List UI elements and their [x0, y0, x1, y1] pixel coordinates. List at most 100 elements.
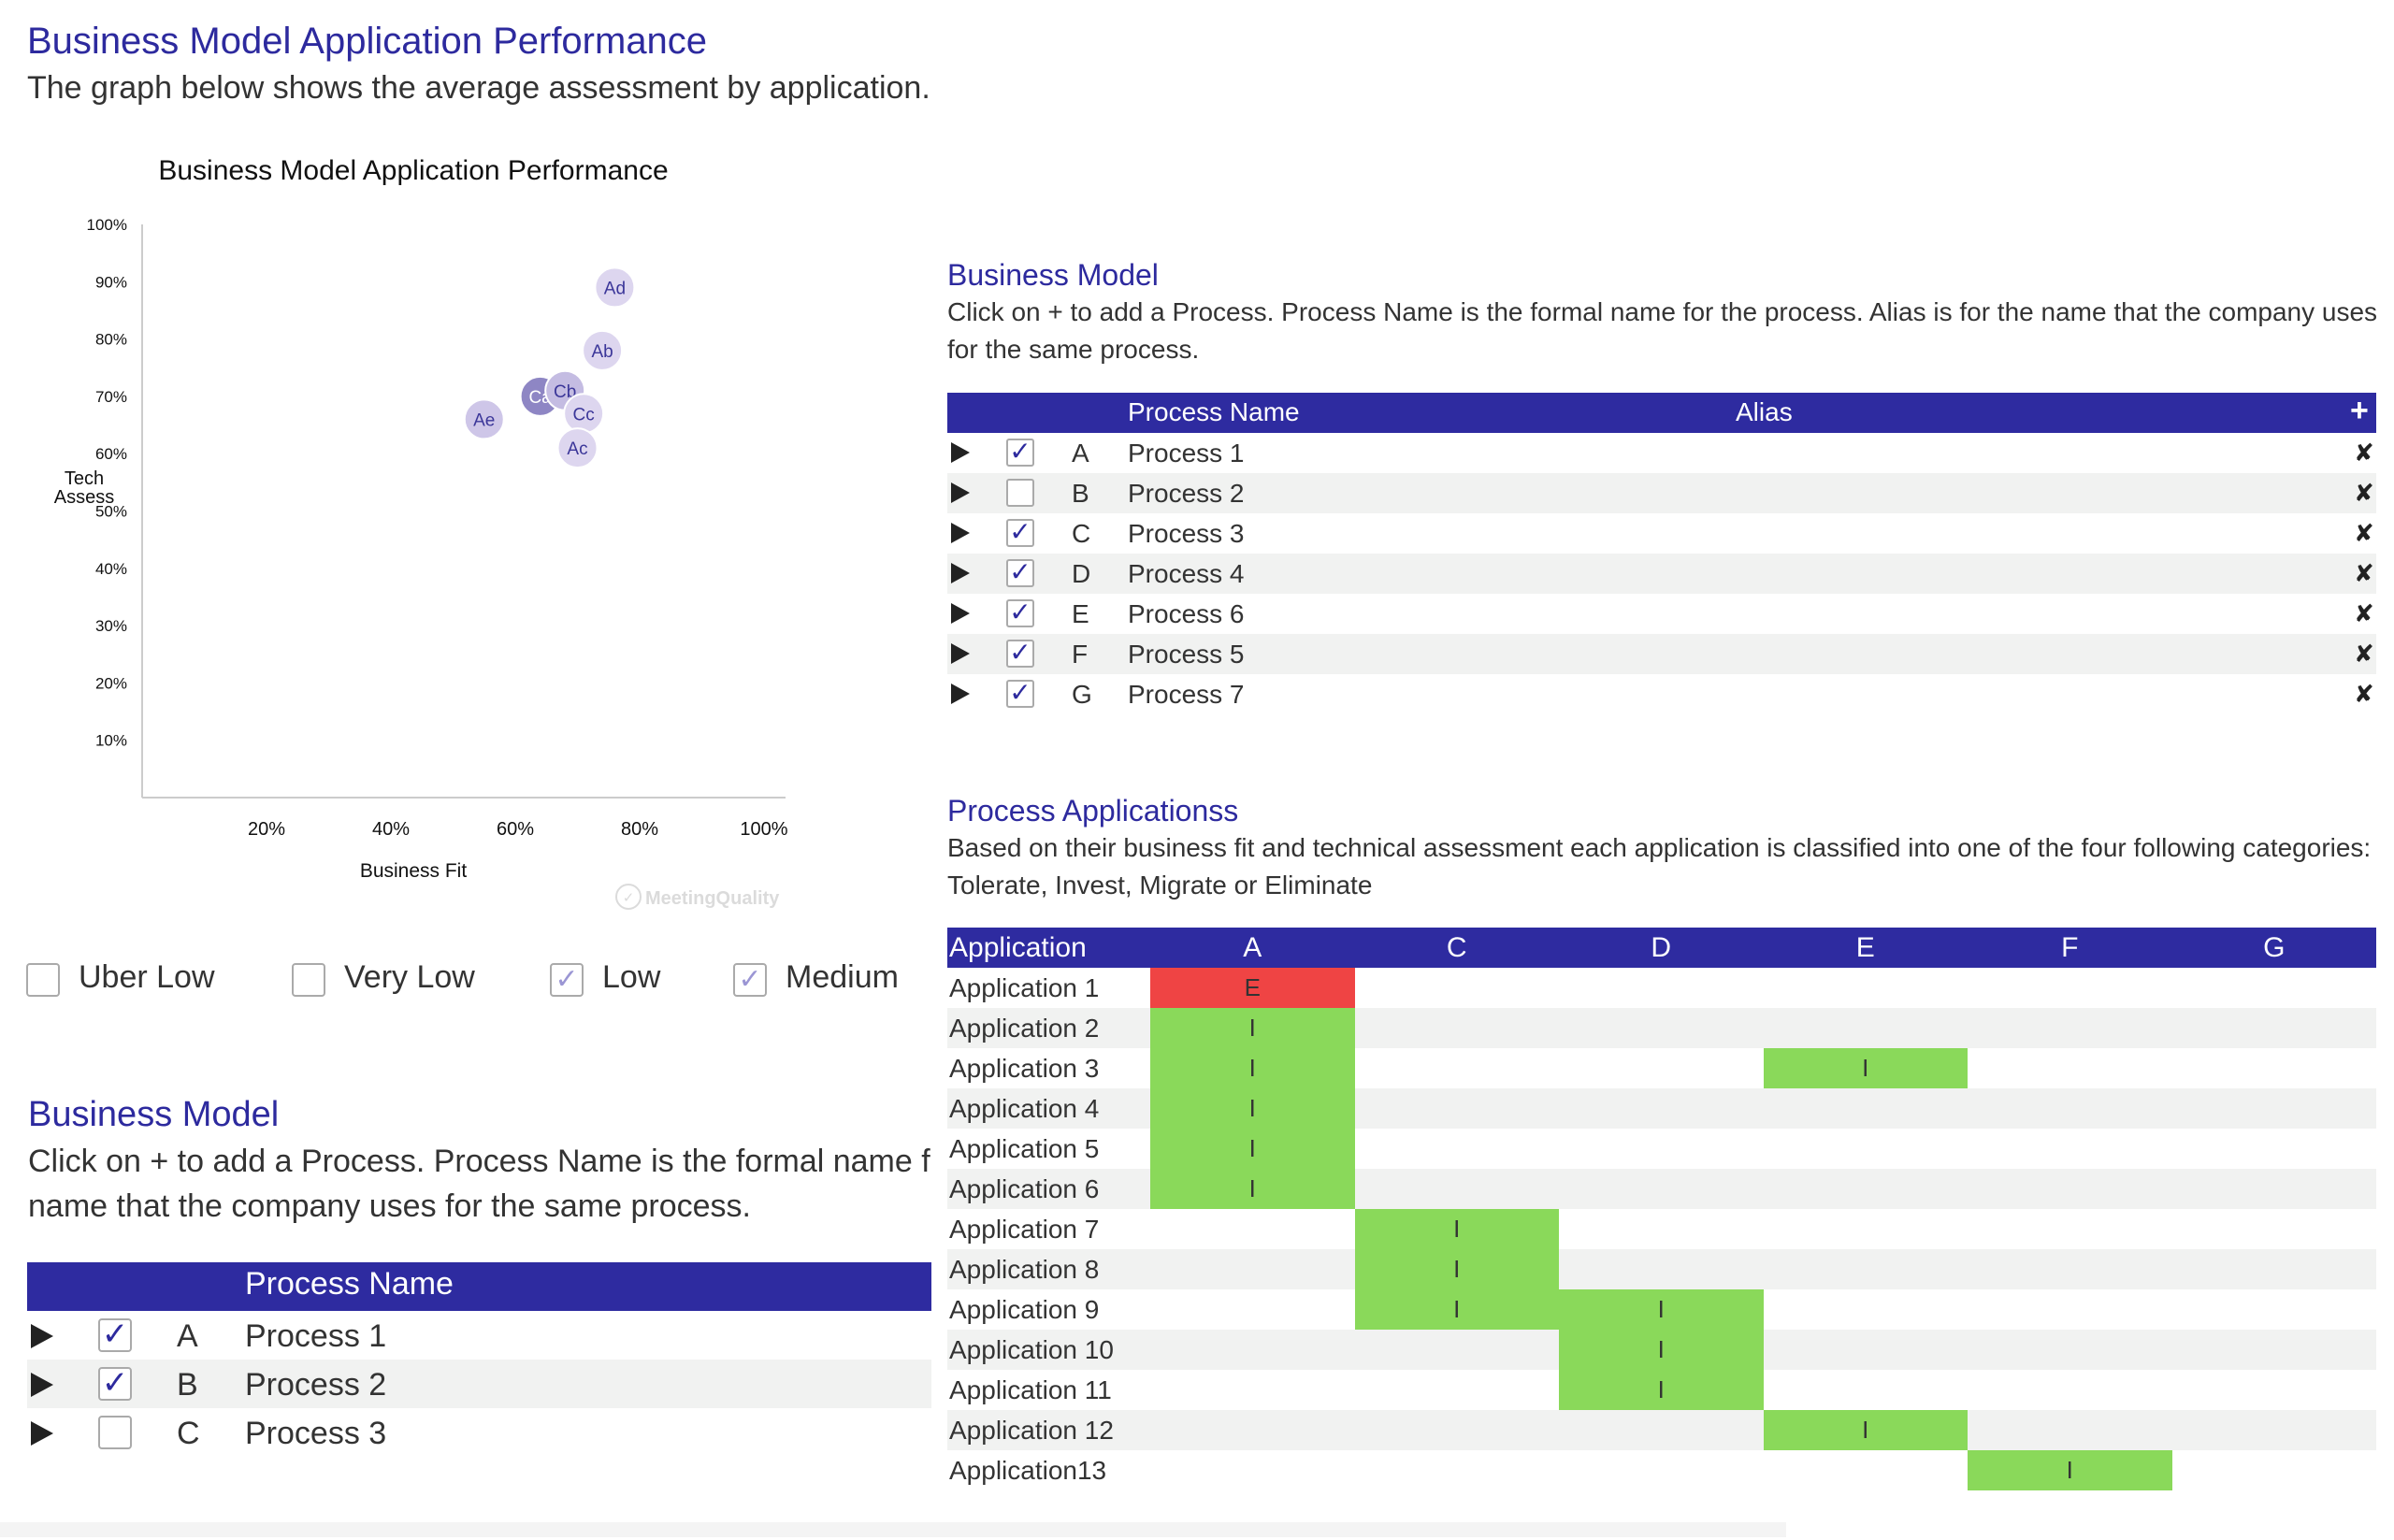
data-point-ab[interactable]: Ab [582, 329, 624, 371]
expand-triangle-icon[interactable] [951, 523, 970, 543]
x-tick-label: 80% [621, 819, 658, 840]
classification-cell[interactable]: I [1150, 1088, 1355, 1129]
legend-checkbox[interactable] [292, 963, 325, 997]
data-point-bubble[interactable] [582, 329, 624, 371]
application-name: Application 3 [949, 1054, 1100, 1083]
process-row: ✓ G Process 7 ✘ [947, 674, 2376, 714]
classification-cell[interactable]: E [1150, 968, 1355, 1008]
apps-header-col-c: C [1446, 932, 1467, 963]
classification-cell[interactable]: I [1150, 1008, 1355, 1048]
application-name: Application 1 [949, 973, 1100, 1002]
process-row: B Process 2 ✘ [947, 473, 2376, 513]
y-tick-label: 20% [95, 674, 127, 692]
apps-table-header: Application A C D E F G [947, 928, 2376, 968]
page-title: Business Model Application Performance [27, 21, 708, 62]
process-name[interactable]: Process 3 [245, 1416, 387, 1451]
y-tick-label: 30% [95, 617, 127, 635]
process-name[interactable]: Process 6 [1128, 599, 1245, 628]
add-process-button[interactable]: + [2350, 393, 2369, 428]
process-checkbox[interactable]: ✓ [1006, 599, 1034, 627]
data-point-cb[interactable]: Cb [544, 369, 586, 411]
application-row: Application 5 I [947, 1129, 2376, 1169]
process-name[interactable]: Process 7 [1128, 680, 1245, 709]
legend-checkbox[interactable]: ✓ [550, 963, 584, 997]
classification-cell[interactable]: I [1354, 1209, 1559, 1249]
right-header-alias: Alias [1736, 397, 1793, 426]
horizontal-scrollbar[interactable] [0, 1522, 1786, 1537]
process-name[interactable]: Process 3 [1128, 519, 1245, 548]
apps-header-col-d: D [1651, 932, 1672, 963]
apps-header-application: Application [949, 932, 1087, 963]
expand-triangle-icon[interactable] [31, 1421, 53, 1446]
application-name: Application 4 [949, 1094, 1100, 1123]
watermark: ✓ MeetingQuality [615, 884, 780, 910]
watermark-text: MeetingQuality [645, 888, 780, 909]
application-row: Application 7 I [947, 1209, 2376, 1249]
process-checkbox[interactable]: ✓ [1006, 680, 1034, 708]
process-checkbox[interactable]: ✓ [1006, 519, 1034, 547]
application-row: Application 3 I I [947, 1048, 2376, 1088]
data-point-ae[interactable]: Ae [463, 398, 505, 440]
data-point-bubble[interactable] [463, 398, 505, 440]
process-name[interactable]: Process 4 [1128, 559, 1245, 588]
process-name[interactable]: Process 2 [245, 1367, 387, 1403]
expand-triangle-icon[interactable] [31, 1373, 53, 1397]
data-point-cc[interactable]: Cc [563, 393, 605, 435]
process-checkbox[interactable] [1006, 479, 1034, 507]
classification-cell[interactable]: I [1354, 1289, 1559, 1330]
expand-triangle-icon[interactable] [951, 563, 970, 583]
delete-process-icon[interactable]: ✘ [2354, 439, 2374, 467]
delete-process-icon[interactable]: ✘ [2354, 519, 2374, 547]
process-name[interactable]: Process 2 [1128, 479, 1245, 508]
business-model-left-title: Business Model [28, 1095, 280, 1134]
expand-triangle-icon[interactable] [951, 643, 970, 664]
check-icon: ✓ [1009, 557, 1031, 586]
expand-triangle-icon[interactable] [31, 1324, 53, 1348]
delete-process-icon[interactable]: ✘ [2354, 599, 2374, 627]
data-point-bubble[interactable] [556, 427, 598, 469]
legend-checkbox[interactable] [26, 963, 60, 997]
process-checkbox[interactable]: ✓ [1006, 439, 1034, 467]
x-tick-label: 40% [372, 819, 410, 840]
y-tick-label: 90% [95, 273, 127, 291]
application-row: Application 4 I [947, 1088, 2376, 1129]
process-checkbox[interactable]: ✓ [1006, 640, 1034, 668]
expand-triangle-icon[interactable] [951, 603, 970, 624]
process-checkbox[interactable]: ✓ [1006, 559, 1034, 587]
classification-cell[interactable]: I [1968, 1450, 2172, 1490]
data-point-ad[interactable]: Ad [594, 266, 636, 309]
process-letter: A [1072, 439, 1089, 468]
classification-cell[interactable]: I [1150, 1169, 1355, 1209]
classification-cell[interactable]: I [1559, 1289, 1764, 1330]
process-checkbox[interactable] [98, 1416, 132, 1449]
process-name[interactable]: Process 5 [1128, 640, 1245, 669]
delete-process-icon[interactable]: ✘ [2354, 640, 2374, 668]
process-row: ✓ D Process 4 ✘ [947, 554, 2376, 594]
delete-process-icon[interactable]: ✘ [2354, 479, 2374, 507]
y-tick-label: 60% [95, 445, 127, 463]
delete-process-icon[interactable]: ✘ [2354, 680, 2374, 708]
process-row: ✓ A Process 1 ✘ [947, 433, 2376, 473]
expand-triangle-icon[interactable] [951, 684, 970, 704]
check-icon: ✓ [101, 1365, 129, 1401]
data-point-bubble[interactable] [594, 266, 636, 309]
scatter-chart-svg: Business Model Application Performance 1… [54, 155, 788, 910]
classification-cell[interactable]: I [1763, 1410, 1968, 1450]
classification-cell[interactable]: I [1150, 1048, 1355, 1088]
process-row: ✓ F Process 5 ✘ [947, 634, 2376, 674]
expand-triangle-icon[interactable] [951, 442, 970, 463]
process-name[interactable]: Process 1 [1128, 439, 1245, 468]
process-checkbox[interactable]: ✓ [98, 1367, 132, 1401]
classification-cell[interactable]: I [1559, 1330, 1764, 1370]
delete-process-icon[interactable]: ✘ [2354, 559, 2374, 587]
legend-checkbox[interactable]: ✓ [733, 963, 767, 997]
data-point-ac[interactable]: Ac [556, 427, 598, 469]
classification-cell[interactable]: I [1763, 1048, 1968, 1088]
classification-cell[interactable]: I [1559, 1370, 1764, 1410]
process-name[interactable]: Process 1 [245, 1318, 387, 1354]
expand-triangle-icon[interactable] [951, 482, 970, 503]
classification-cell[interactable]: I [1150, 1129, 1355, 1169]
business-model-right-title: Business Model [947, 258, 1159, 292]
classification-cell[interactable]: I [1354, 1249, 1559, 1289]
process-checkbox[interactable]: ✓ [98, 1318, 132, 1352]
